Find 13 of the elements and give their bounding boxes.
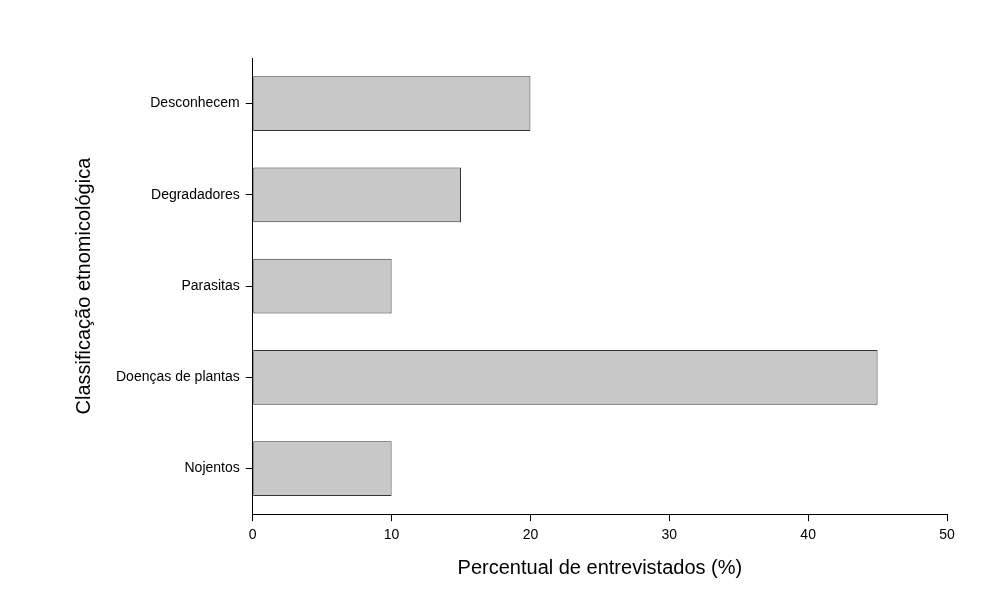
x-tick-label: 30 bbox=[661, 526, 678, 543]
y-axis-title: Classificação etnomicológica bbox=[71, 156, 94, 415]
y-tick-label: Degradadores bbox=[151, 185, 240, 202]
y-tick-label: Parasitas bbox=[181, 276, 240, 293]
x-tick-label: 0 bbox=[248, 526, 257, 543]
x-tick-label: 50 bbox=[939, 526, 955, 543]
y-tick-label: Desconhecem bbox=[150, 94, 240, 111]
x-axis-title: Percentual de entrevistados (%) bbox=[457, 555, 743, 578]
y-tick-label: Doenças de plantas bbox=[115, 368, 240, 385]
x-tick-label: 40 bbox=[800, 526, 817, 543]
y-tick-label: Nojentos bbox=[184, 459, 240, 476]
x-tick-label: 10 bbox=[383, 526, 400, 543]
x-tick-label: 20 bbox=[522, 526, 539, 543]
